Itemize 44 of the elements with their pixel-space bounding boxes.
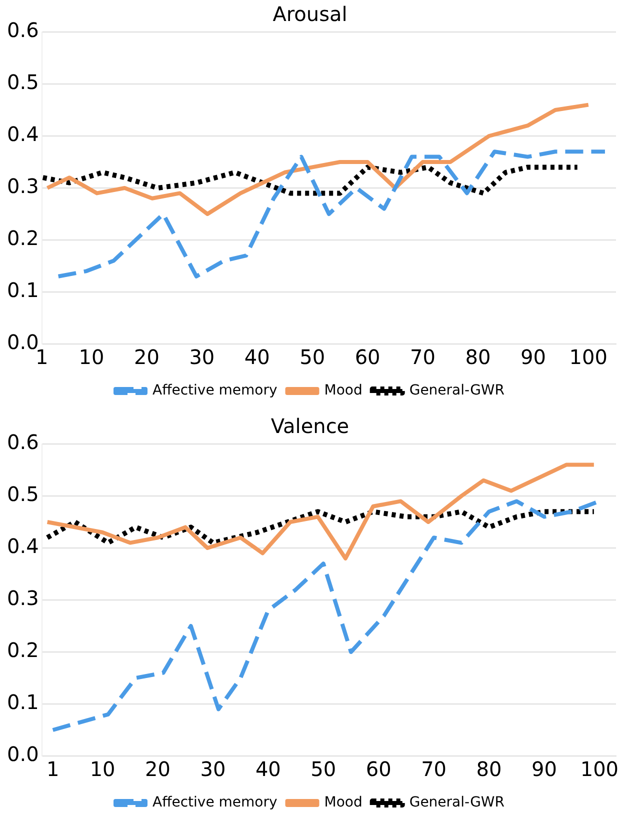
y-tick-label: 0.1: [6, 278, 39, 302]
x-tick-label: 70: [421, 757, 447, 782]
x-tick-label: 90: [532, 757, 557, 782]
y-tick-label: 0.0: [6, 742, 39, 766]
x-tick-label: 50: [310, 757, 336, 782]
legend-label: Mood: [324, 794, 362, 811]
y-tick-label: 0.2: [6, 638, 39, 662]
x-tick-label: 10: [78, 345, 104, 370]
legend-label: General-GWR: [409, 794, 505, 811]
y-tick-label: 0.4: [6, 534, 39, 558]
x-tick-label: 100: [569, 345, 608, 370]
y-tick-label: 0.0: [6, 330, 39, 354]
x-tick-label: 20: [145, 757, 170, 782]
x-tick-label: 80: [465, 345, 491, 370]
x-tick-label: 30: [189, 345, 215, 370]
y-tick-label: 0.1: [6, 690, 39, 714]
legend-label: Affective memory: [152, 382, 278, 399]
x-tick-label: 10: [90, 757, 116, 782]
x-tick-label: 60: [366, 757, 392, 782]
legend-label: General-GWR: [409, 382, 505, 399]
chart-title: Arousal: [272, 2, 348, 26]
x-tick-label: 20: [134, 345, 160, 370]
x-tick-label: 1: [46, 757, 60, 782]
legend-label: Affective memory: [152, 794, 278, 811]
y-tick-label: 0.5: [6, 70, 39, 94]
x-tick-label: 70: [410, 345, 436, 370]
legend-label: Mood: [324, 382, 362, 399]
x-tick-label: 90: [520, 345, 546, 370]
y-tick-label: 0.5: [6, 482, 39, 506]
y-tick-label: 0.6: [6, 18, 39, 42]
x-tick-label: 80: [476, 757, 502, 782]
x-tick-label: 30: [200, 757, 226, 782]
y-tick-label: 0.3: [6, 174, 39, 198]
x-tick-label: 40: [255, 757, 281, 782]
y-tick-label: 0.4: [6, 122, 39, 146]
y-tick-label: 0.2: [6, 226, 39, 250]
x-tick-label: 40: [244, 345, 270, 370]
y-tick-label: 0.6: [6, 430, 39, 454]
x-tick-label: 100: [580, 757, 619, 782]
y-tick-label: 0.3: [6, 586, 39, 610]
x-tick-label: 50: [300, 345, 326, 370]
line-series: [56, 150, 607, 278]
x-tick-label: 60: [354, 345, 380, 370]
chart-title: Valence: [270, 414, 350, 438]
